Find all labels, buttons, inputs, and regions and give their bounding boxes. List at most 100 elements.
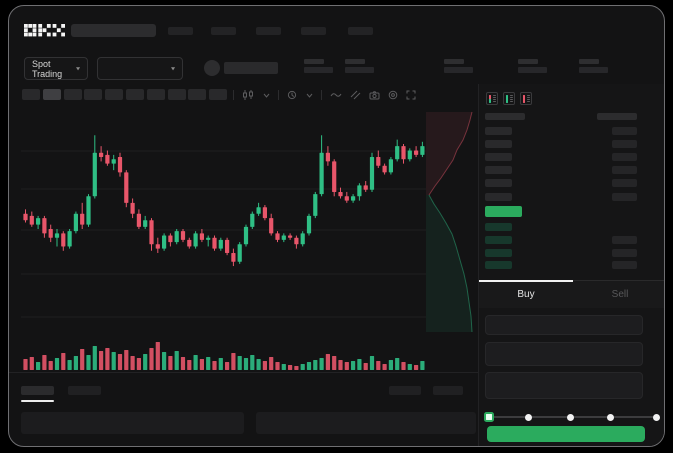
interval-button[interactable] [22, 89, 40, 100]
candle [382, 165, 387, 173]
candle [86, 196, 91, 225]
orderbook-ask-row[interactable] [479, 166, 664, 174]
volume-bar [269, 357, 274, 370]
compare-icon[interactable] [350, 90, 361, 100]
slider-handle[interactable] [484, 411, 494, 422]
candle [117, 157, 123, 173]
candle [187, 239, 192, 247]
interval-button[interactable] [209, 89, 228, 100]
slider-stop[interactable] [567, 413, 574, 421]
fullscreen-icon[interactable] [406, 90, 416, 100]
pair-name-placeholder [224, 62, 278, 74]
volume-bar [80, 349, 85, 370]
tab-buy[interactable]: Buy [479, 280, 573, 308]
interval-button[interactable] [167, 89, 186, 100]
last-price-highlight[interactable] [485, 206, 522, 217]
slider-stop[interactable] [653, 413, 660, 421]
volume-bar [67, 360, 72, 370]
snapshot-icon[interactable] [369, 90, 380, 100]
volume-bar [92, 346, 97, 370]
volume-bar [143, 354, 148, 370]
topnav-item-placeholder[interactable] [301, 27, 326, 35]
order-total-field[interactable] [485, 372, 643, 399]
orderbook-bid-row[interactable] [479, 236, 664, 244]
topnav-item-placeholder[interactable] [211, 27, 236, 35]
order-price-field[interactable] [485, 315, 643, 335]
candle [363, 185, 368, 190]
interval-button[interactable] [188, 89, 207, 100]
orderbook-asks-view-icon[interactable] [520, 92, 532, 105]
candle [357, 185, 362, 197]
interval-button[interactable] [63, 89, 82, 100]
volume-bar [105, 348, 110, 370]
bid-price-placeholder [485, 261, 512, 269]
topnav-item-placeholder[interactable] [256, 27, 281, 35]
volume-bar [155, 342, 160, 370]
volume-bar [281, 364, 286, 370]
orderbook-ask-row[interactable] [479, 153, 664, 161]
bottom-link-placeholder[interactable] [433, 386, 463, 395]
indicators-chevron-icon[interactable] [306, 93, 313, 98]
bottom-link-placeholder[interactable] [389, 386, 421, 395]
candle [130, 202, 135, 214]
orderbook-ask-row[interactable] [479, 179, 664, 187]
slider-stop[interactable] [525, 413, 532, 421]
ask-price-placeholder [485, 193, 512, 201]
buy-submit-button[interactable] [487, 426, 645, 442]
orderbook-bid-row[interactable] [479, 223, 664, 231]
interval-button[interactable] [84, 89, 103, 100]
market-type-select[interactable]: Spot Trading ▾ [24, 57, 88, 80]
orderbook-bids-view-icon[interactable] [503, 92, 515, 105]
volume-bar [382, 364, 387, 370]
app-window: Spot Trading ▾ ▾ [8, 5, 665, 447]
orderbook-bid-row[interactable] [479, 249, 664, 257]
indicators-icon[interactable] [287, 90, 298, 100]
orderbook-ask-row[interactable] [479, 193, 664, 201]
candlestick-chart[interactable] [21, 108, 426, 372]
settings-icon[interactable] [388, 90, 398, 100]
volume-bar [54, 358, 60, 370]
chart-type-chevron-icon[interactable] [263, 93, 270, 98]
ask-amount-placeholder [612, 166, 637, 174]
orderbook-ask-row[interactable] [479, 140, 664, 148]
stat-value-placeholder [345, 67, 374, 73]
tab-sell[interactable]: Sell [573, 281, 664, 308]
orderbook-trade-panel: Buy Sell [478, 84, 664, 446]
orderbook-bid-row[interactable] [479, 261, 664, 269]
slider-stop[interactable] [607, 413, 614, 421]
orderbook-ask-row[interactable] [479, 127, 664, 135]
orderbook-split-view-icon[interactable] [486, 92, 498, 105]
chart-type-icon[interactable] [242, 90, 255, 100]
line-tool-icon[interactable] [330, 91, 342, 99]
amount-slider[interactable] [484, 411, 660, 422]
search-placeholder[interactable] [71, 24, 156, 37]
volume-bar [86, 355, 91, 370]
volume-bar [306, 362, 312, 370]
volume-bar [401, 362, 406, 370]
interval-button[interactable] [42, 89, 61, 100]
volume-bar [42, 355, 47, 370]
volume-bar [187, 360, 192, 370]
ask-amount-placeholder [612, 127, 637, 135]
volume-bar [395, 358, 400, 370]
interval-button[interactable] [126, 89, 144, 100]
bottom-tab-history[interactable] [68, 386, 101, 395]
candle [61, 233, 66, 247]
volume-bar [168, 356, 173, 370]
candle [136, 213, 141, 227]
interval-button[interactable] [146, 89, 165, 100]
candle [180, 231, 186, 240]
topnav-item-placeholder[interactable] [348, 27, 373, 35]
bottom-tab-orders[interactable] [21, 386, 54, 395]
topnav-item-placeholder[interactable] [168, 27, 193, 35]
volume-bar [300, 364, 305, 370]
asks-depth-area-line [428, 111, 473, 196]
volume-bar [99, 351, 104, 370]
volume-bar [313, 360, 318, 370]
order-amount-field[interactable] [485, 342, 643, 366]
pair-select[interactable]: ▾ [97, 57, 183, 80]
interval-button[interactable] [105, 89, 124, 100]
candle [206, 237, 211, 240]
stat-label-placeholder [579, 59, 599, 64]
